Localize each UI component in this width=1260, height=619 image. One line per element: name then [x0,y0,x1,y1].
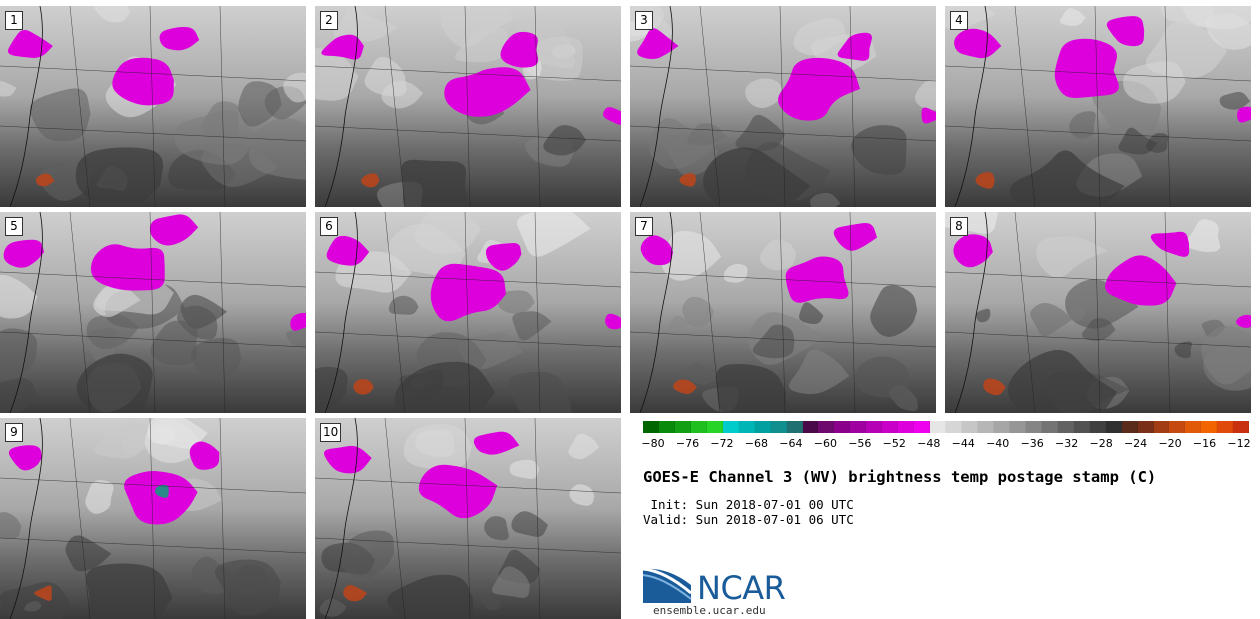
colorbar-segment [738,421,755,433]
init-time: Init: Sun 2018-07-01 00 UTC [643,497,854,512]
ncar-logo-icon [643,567,692,603]
colorbar-segment [850,421,867,433]
colorbar-segment [1137,421,1154,433]
colorbar-tick-label: −60 [813,437,837,450]
colorbar-tick-label: −48 [917,437,941,450]
colorbar-tick-label: −32 [1055,437,1079,450]
valid-time: Valid: Sun 2018-07-01 06 UTC [643,512,854,527]
colorbar-tick-label: −64 [779,437,803,450]
water-vapor-map [315,212,621,413]
water-vapor-map [945,6,1251,207]
water-vapor-map [0,6,306,207]
colorbar-segment [930,421,947,433]
water-vapor-map [315,418,621,619]
colorbar-tick-label: −56 [848,437,872,450]
colorbar-tick-label: −52 [882,437,906,450]
plot-title: GOES-E Channel 3 (WV) brightness temp po… [643,468,1157,486]
colorbar-segment [802,421,819,433]
stamp-panel: 8 [945,212,1251,413]
panel-number: 3 [635,11,653,30]
colorbar-segment [1025,421,1042,433]
water-vapor-map [945,212,1251,413]
stamp-panel: 10 [315,418,621,619]
colorbar-ticks: −80 −76 −72 −68 −64 −60 −56 −52 −48 −44 −40 −36 −32−… [641,437,1251,451]
colorbar-tick-label: −24 [1123,437,1148,450]
colorbar-segment [643,421,659,433]
colorbar-segment [690,421,707,433]
colorbar-segment [946,421,963,433]
colorbar-tick-label: −72 [710,437,734,450]
water-vapor-map [630,6,936,207]
colorbar-tick-label: −28 [1089,437,1113,450]
colorbar-tick-label: −36 [1020,437,1044,450]
colorbar-segment [658,421,675,433]
colorbar-segment [1201,421,1218,433]
panel-number: 1 [5,11,23,30]
colorbar-segment [978,421,994,433]
stamp-panel: 6 [315,212,621,413]
colorbar-segment [1233,421,1250,433]
colorbar-segment [914,421,931,433]
panel-number: 5 [5,217,23,236]
panel-number: 6 [320,217,338,236]
panel-number: 10 [320,423,342,442]
water-vapor-map [630,212,936,413]
colorbar-segment [722,421,739,433]
site-url: ensemble.ucar.edu [653,604,766,617]
colorbar-tick-label: −80 [641,437,665,450]
colorbar-tick-label: −16 [1192,437,1217,450]
colorbar-segment [898,421,915,433]
ncar-logo-text: NCAR [697,569,786,607]
colorbar-segment [1105,421,1122,433]
colorbar-segment [1169,421,1186,433]
stamp-panel: 9 [0,418,306,619]
panel-number: 7 [635,217,653,236]
colorbar: −80 −76 −72 −68 −64 −60 −56 −52 −48 −44 −40 −36 −32−… [641,421,1251,451]
colorbar-segment [1121,421,1138,433]
stamp-panel: 3 [630,6,936,207]
colorbar-segment [818,421,835,433]
panel-number: 9 [5,423,23,442]
colorbar-tick-label: −20 [1158,437,1182,450]
colorbar-segment [1009,421,1026,433]
colorbar-tick-label: −76 [675,437,700,450]
colorbar-segment [962,421,979,433]
colorbar-segment [882,421,899,433]
panel-number: 8 [950,217,968,236]
colorbar-segment [866,421,883,433]
stamp-panel: 7 [630,212,936,413]
colorbar-segment [1041,421,1058,433]
colorbar-segment [786,421,803,433]
stamp-panel: 4 [945,6,1251,207]
colorbar-segment [1153,421,1170,433]
colorbar-segment [754,421,771,433]
water-vapor-map [315,6,621,207]
colorbar-segment [1089,421,1106,433]
colorbar-segment [770,421,787,433]
colorbar-tick-label: −12 [1227,437,1251,450]
colorbar-segment [1185,421,1202,433]
colorbar-tick-label: −68 [744,437,769,450]
colorbar-segment [674,421,691,433]
colorbar-segment [1073,421,1090,433]
water-vapor-map [0,418,306,619]
colorbar-scale [643,421,1250,433]
panel-number: 2 [320,11,338,30]
colorbar-tick-label: −40 [986,437,1010,450]
colorbar-segment [1217,421,1234,433]
stamp-panel: 1 [0,6,306,207]
stamp-panel: 5 [0,212,306,413]
colorbar-segment [834,421,851,433]
colorbar-segment [1057,421,1074,433]
colorbar-segment [706,421,723,433]
stamp-panel: 2 [315,6,621,207]
water-vapor-map [0,212,306,413]
panel-number: 4 [950,11,968,30]
colorbar-segment [993,421,1010,433]
colorbar-tick-label: −44 [951,437,975,450]
